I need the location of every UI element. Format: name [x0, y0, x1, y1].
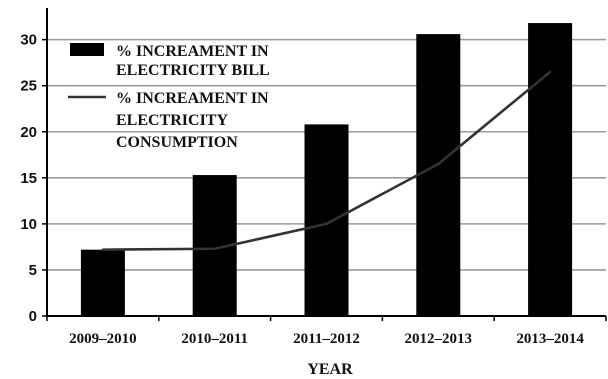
- axis-layer: 0 5 10 15 20 25 30 2009–2010 2010–2011 2011–2012 2…: [20, 8, 607, 347]
- bar-2009–2010: [80, 249, 125, 316]
- legend-label-bill-line-1: ELECTRICITY BILL: [116, 62, 270, 79]
- x-tick-label-2011–2012: 2011–2012: [293, 331, 360, 347]
- bar-2012–2013: [416, 34, 461, 316]
- y-tick-label-15: 15: [20, 170, 37, 187]
- y-tick-label-30: 30: [20, 32, 37, 49]
- y-tick-label-0: 0: [29, 308, 37, 325]
- x-tick-label-2013–2014: 2013–2014: [516, 331, 584, 347]
- line-point-2013–2014: [548, 70, 552, 74]
- bar-2013–2014: [528, 23, 573, 317]
- legend-label-bill-line-0: % INCREAMENT IN: [116, 43, 269, 60]
- x-axis-title: YEAR: [307, 361, 353, 378]
- bar-layer: [80, 23, 573, 317]
- line-point-2010–2011: [213, 247, 216, 250]
- legend: % INCREAMENT IN ELECTRICITY BILL % INCREAM…: [68, 43, 270, 151]
- x-tick-label-2009–2010: 2009–2010: [69, 331, 137, 347]
- y-tick-label-5: 5: [29, 262, 37, 279]
- legend-label-consumption-line-1: ELECTRICITY: [116, 112, 228, 129]
- y-tick-label-10: 10: [20, 216, 37, 233]
- line-point-2009–2010: [101, 248, 105, 251]
- legend-label-consumption-line-2: CONSUMPTION: [116, 134, 238, 151]
- line-point-2011–2012: [325, 222, 328, 226]
- y-tick-label-25: 25: [20, 78, 37, 95]
- line-layer: [101, 70, 552, 251]
- legend-swatch-bill: [70, 43, 104, 56]
- legend-label-consumption-line-0: % INCREAMENT IN: [116, 90, 269, 107]
- line-point-2012–2013: [437, 162, 440, 166]
- x-tick-label-2012–2013: 2012–2013: [405, 331, 473, 347]
- y-tick-label-20: 20: [20, 124, 37, 141]
- x-tick-label-2010–2011: 2010–2011: [181, 331, 248, 347]
- bar-2011–2012: [304, 124, 349, 316]
